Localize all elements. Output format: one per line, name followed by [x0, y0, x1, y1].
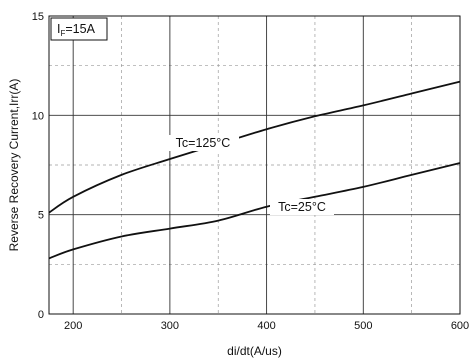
y-tick-label: 15: [32, 11, 44, 23]
series-line-0: [48, 80, 461, 214]
series-annotation-backing: [167, 135, 239, 151]
condition-label: IF=15A: [57, 22, 96, 38]
condition-label-main: I: [57, 22, 60, 36]
annotations: Tc=125°C Tc=25°C: [167, 135, 334, 215]
axis-ticks: 200 300 400 500 600 0 5 10 15: [32, 11, 469, 332]
condition-label-box: IF=15A: [50, 17, 108, 41]
x-tick-label: 300: [161, 320, 179, 332]
series-annotation: Tc=25°C: [278, 200, 326, 214]
x-axis-label: di/dt(A/us): [227, 344, 282, 358]
y-tick-label: 10: [32, 110, 44, 122]
series-line-1: [48, 162, 461, 260]
y-tick-label: 0: [38, 309, 44, 321]
series-annotation-backing: [270, 199, 334, 215]
condition-label-rest: =15A: [65, 22, 95, 36]
series-layer: [48, 80, 461, 260]
y-axis-label: Reverse Recovery Current,Irr(A): [7, 79, 21, 252]
x-tick-label: 400: [257, 320, 275, 332]
x-tick-label: 600: [451, 320, 469, 332]
y-tick-label: 5: [38, 210, 44, 222]
condition-label-subscript: F: [60, 29, 65, 38]
grid: [49, 16, 460, 314]
plot-frame: [48, 15, 461, 315]
condition-label-frame: [50, 17, 108, 41]
x-tick-label: 500: [354, 320, 372, 332]
x-tick-label: 200: [64, 320, 82, 332]
series-annotation: Tc=125°C: [176, 136, 231, 150]
